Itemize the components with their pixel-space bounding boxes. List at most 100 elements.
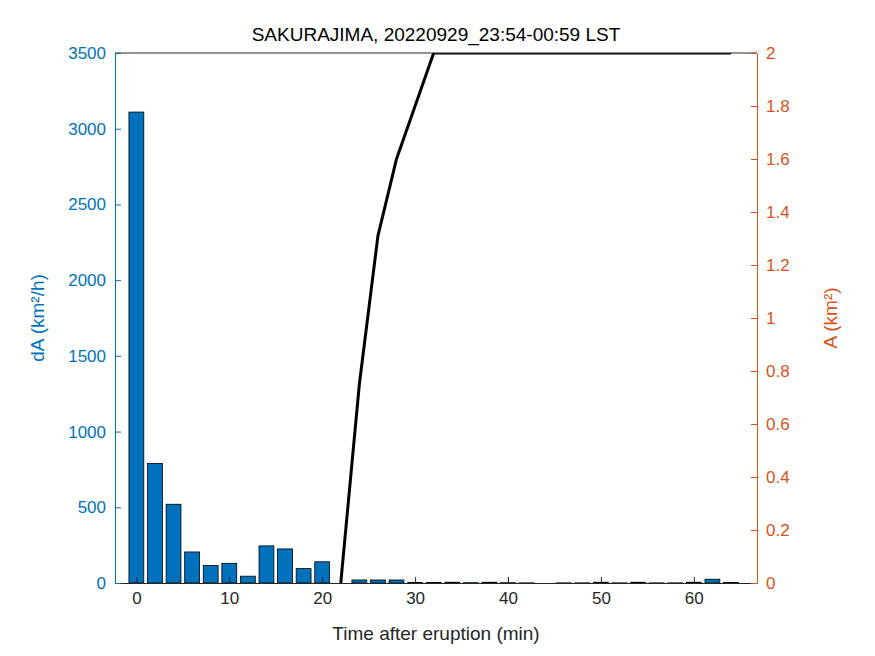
tick: 1.4: [751, 203, 790, 222]
tick-mark: [751, 265, 757, 266]
tick-mark: [136, 577, 137, 583]
tick: 1000: [68, 423, 121, 442]
tick: 0: [132, 577, 141, 608]
tick-label: 2: [766, 44, 775, 63]
tick: 40: [499, 577, 518, 608]
tick-label: 40: [499, 589, 518, 608]
bar: [315, 562, 330, 583]
axis-line: [757, 54, 758, 584]
tick-mark: [115, 129, 121, 130]
marks: [129, 53, 738, 583]
tick-mark: [751, 212, 757, 213]
bar: [166, 504, 181, 583]
tick-mark: [508, 577, 509, 583]
bar: [519, 582, 534, 583]
tick: 3500: [68, 44, 121, 63]
tick-label: 1500: [68, 347, 106, 366]
bar: [129, 112, 144, 583]
tick: 2: [751, 44, 775, 63]
bar: [482, 582, 497, 583]
tick-label: 0: [97, 574, 106, 593]
tick: 10: [220, 577, 239, 608]
bar: [278, 549, 293, 583]
bar: [668, 582, 683, 583]
tick-mark: [115, 432, 121, 433]
tick-label: 1.8: [766, 97, 790, 116]
tick-label: 500: [78, 498, 106, 517]
bar: [463, 582, 478, 583]
y-axis-title: dA (km²/h): [27, 274, 48, 362]
bar: [649, 582, 664, 583]
tick-label: 0.8: [766, 362, 790, 381]
tick: 1.2: [751, 256, 790, 275]
tick-label: 2500: [68, 195, 106, 214]
tick: 20: [313, 577, 332, 608]
bar: [352, 580, 367, 583]
tick: 0.4: [751, 468, 790, 487]
tick-label: 1.2: [766, 256, 790, 275]
bar: [631, 582, 646, 583]
bar: [203, 566, 218, 583]
tick-mark: [322, 577, 323, 583]
tick-label: 3000: [68, 120, 106, 139]
tick-mark: [694, 577, 695, 583]
tick-mark: [751, 530, 757, 531]
axis-line: [116, 583, 758, 584]
bar: [538, 583, 553, 584]
tick-label: 3500: [68, 44, 106, 63]
bar: [426, 582, 441, 583]
tick-mark: [415, 577, 416, 583]
tick-label: 1000: [68, 423, 106, 442]
tick: 0: [97, 574, 121, 593]
tick-mark: [751, 318, 757, 319]
bar: [222, 563, 237, 583]
axis-line: [115, 54, 116, 584]
tick-label: 0.4: [766, 468, 790, 487]
tick-mark: [115, 583, 121, 584]
tick-label: 1: [766, 309, 775, 328]
tick-label: 50: [592, 589, 611, 608]
tick-mark: [751, 106, 757, 107]
bar: [240, 576, 255, 583]
bar: [259, 546, 274, 583]
tick: 2500: [68, 195, 121, 214]
tick: 0: [751, 574, 775, 593]
tick: 30: [406, 577, 425, 608]
tick: 1: [751, 309, 775, 328]
tick-label: 0.6: [766, 415, 790, 434]
tick-mark: [751, 371, 757, 372]
tick: 50: [592, 577, 611, 608]
tick-label: 0: [766, 574, 775, 593]
tick: 0.6: [751, 415, 790, 434]
tick: 1.8: [751, 97, 790, 116]
bar: [612, 582, 627, 583]
line: [341, 53, 731, 583]
x-axis-title: Time after eruption (min): [332, 623, 539, 644]
tick-mark: [601, 577, 602, 583]
tick: 1500: [68, 347, 121, 366]
bar: [389, 580, 404, 583]
bar: [370, 580, 385, 583]
plot-area: 0102030405060050010001500200025003000350…: [68, 44, 789, 608]
bar: [185, 552, 200, 583]
tick-mark: [751, 53, 757, 54]
tick-label: 1.4: [766, 203, 790, 222]
title: SAKURAJIMA, 20220929_23:54-00:59 LST: [252, 24, 621, 46]
tick-label: 1.6: [766, 150, 790, 169]
tick-label: 0.2: [766, 521, 790, 540]
bar: [445, 582, 460, 583]
plot-background: [115, 53, 757, 583]
tick-mark: [115, 204, 121, 205]
bar: [705, 579, 720, 583]
tick-mark: [229, 577, 230, 583]
tick-mark: [751, 159, 757, 160]
bar: [724, 582, 739, 583]
tick-label: 0: [132, 589, 141, 608]
tick-mark: [751, 477, 757, 478]
tick-label: 10: [220, 589, 239, 608]
x-axis: 0102030405060: [116, 577, 758, 608]
bar: [575, 582, 590, 583]
tick: 1.6: [751, 150, 790, 169]
chart: 0102030405060050010001500200025003000350…: [0, 0, 875, 656]
tick-label: 2000: [68, 271, 106, 290]
